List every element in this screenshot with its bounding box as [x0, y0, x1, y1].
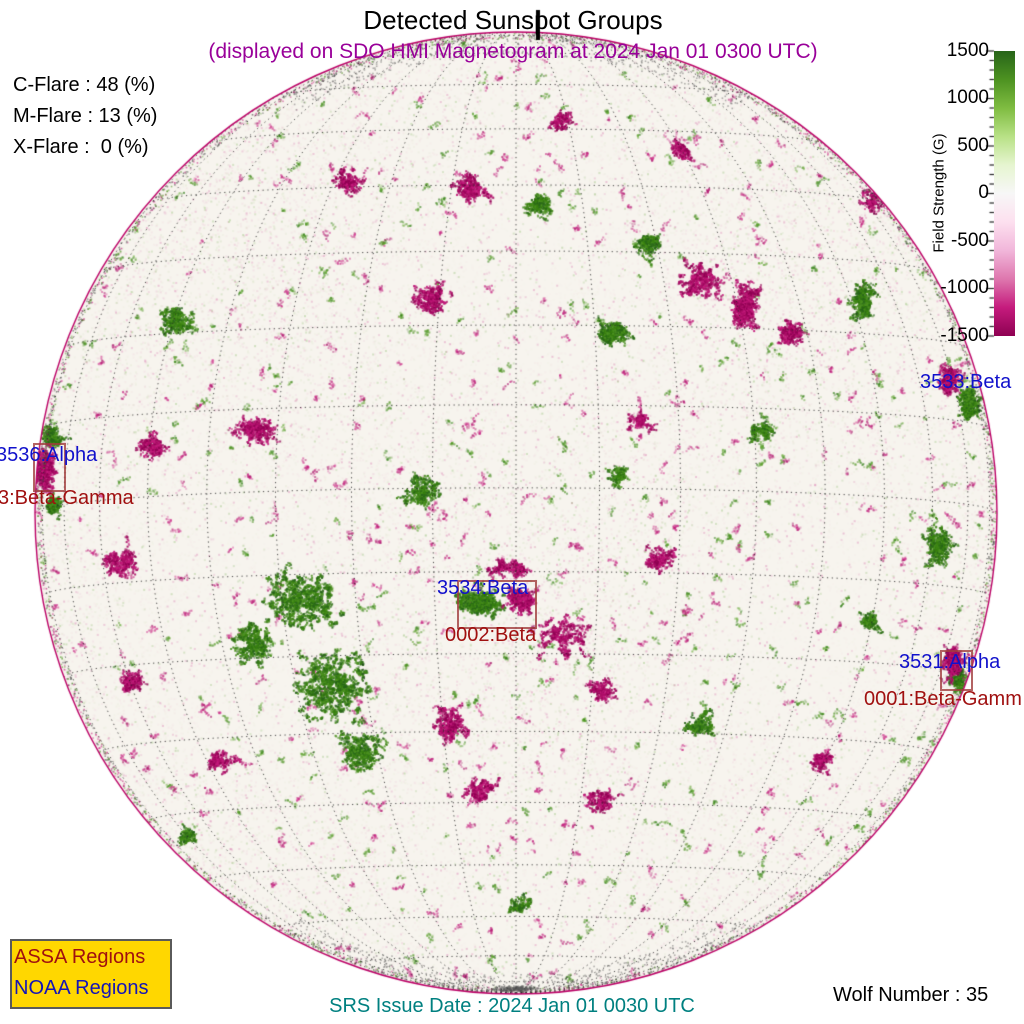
m-flare-probability: M-Flare : 13 (%): [13, 105, 158, 127]
region-label-assa-0003: 3:Beta-Gamma: [0, 487, 134, 509]
region-label-assa-0002: 0002:Beta: [445, 624, 537, 646]
c-flare-probability: C-Flare : 48 (%): [13, 74, 156, 96]
region-label-noaa-3536: 3536:Alpha: [0, 444, 98, 466]
region-box-3536: [33, 443, 66, 492]
colorbar-tick-neg1000: -1000: [940, 277, 989, 298]
legend-assa-regions: ASSA Regions: [14, 946, 146, 968]
legend-box: [10, 939, 172, 1009]
x-flare-probability: X-Flare : 0 (%): [13, 136, 149, 158]
region-box-3531: [940, 650, 973, 691]
colorbar-tick-1500: 1500: [946, 40, 989, 61]
region-label-noaa-3531: 3531:Alpha: [899, 651, 1001, 673]
colorbar-tick-0: 0: [978, 182, 989, 203]
region-box-3534: [457, 580, 537, 629]
region-label-assa-0001: 0001:Beta-Gamm: [864, 688, 1022, 710]
colorbar-tick-neg1500: -1500: [940, 325, 989, 346]
srs-issue-date: SRS Issue Date : 2024 Jan 01 0030 UTC: [329, 995, 695, 1017]
colorbar-tick-500: 500: [957, 135, 989, 156]
region-label-noaa-3533: 3533:Beta: [920, 371, 1012, 393]
wolf-number: Wolf Number : 35: [833, 984, 989, 1006]
chart-title: Detected Sunspot Groups: [363, 5, 663, 35]
colorbar-axis-label: Field Strength (G): [930, 133, 948, 253]
colorbar-gradient: [994, 51, 1015, 336]
chart-subtitle: (displayed on SDO HMI Magnetogram at 202…: [208, 40, 818, 63]
colorbar-tick-1000: 1000: [946, 87, 989, 108]
colorbar-tick-neg500: -500: [950, 230, 989, 251]
legend-noaa-regions: NOAA Regions: [14, 977, 149, 999]
region-label-noaa-3534: 3534:Beta: [437, 577, 529, 599]
